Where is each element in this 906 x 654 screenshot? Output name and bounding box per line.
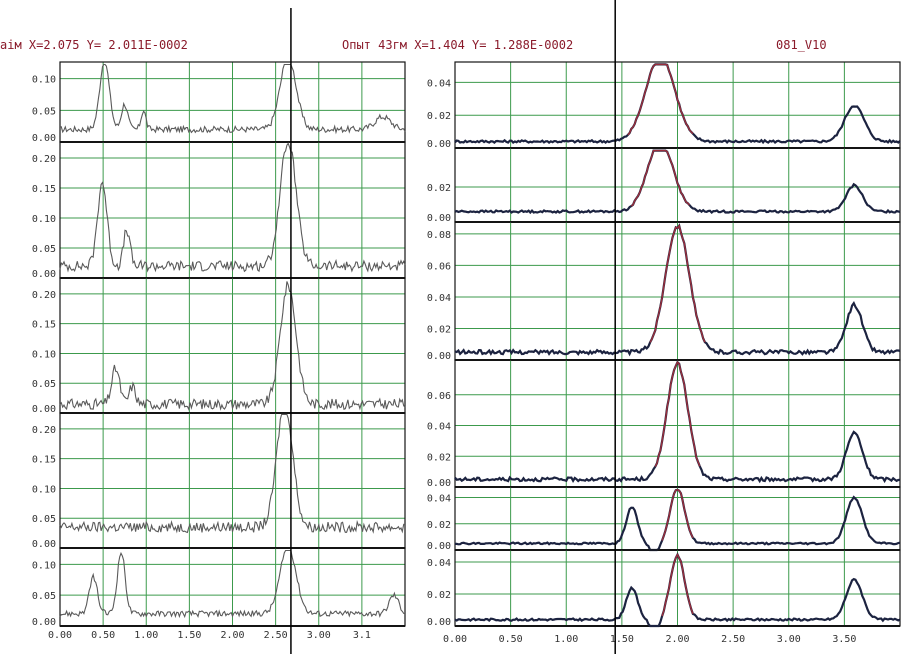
y-tick-label: 0.20 (32, 154, 56, 165)
strip-right-1: 0.00 0.02 0.04 (427, 61, 901, 150)
signal-trace-peak (630, 149, 691, 207)
y-tick-label: 0.10 (32, 560, 56, 571)
y-tick-label: 0.06 (427, 261, 451, 272)
strip-right-2: 0.00 0.02 (427, 147, 901, 224)
y-tick-label: 0.15 (32, 455, 56, 466)
y-tick-label: 0.15 (32, 184, 56, 195)
y-tick-label: 0.10 (32, 349, 56, 360)
y-tick-label: 0.10 (32, 484, 56, 495)
signal-trace-peak (661, 553, 694, 617)
strip-right-5: 0.00 0.02 0.04 (427, 486, 901, 552)
x-tick-label: 0.50 (91, 630, 115, 641)
signal-trace (59, 63, 406, 135)
y-tick-label: 0.04 (427, 494, 451, 505)
strip-left-1: 0.00 0.05 0.10 (32, 61, 406, 144)
x-tick-label: 3.00 (307, 630, 331, 641)
channel-label: 081_V10 (776, 38, 827, 52)
strip-left-5: 0.00 0.05 0.10 (32, 547, 406, 628)
y-tick-label: 0.02 (427, 183, 451, 194)
y-tick-label: 0.00 (32, 404, 56, 415)
y-tick-label: 0.05 (32, 244, 56, 255)
x-tick-label: 1.00 (134, 630, 158, 641)
signal-trace (59, 281, 406, 411)
signal-trace (59, 142, 406, 273)
y-tick-label: 0.00 (427, 213, 451, 224)
y-tick-label: 0.10 (32, 214, 56, 225)
x-tick-label: 3.50 (832, 634, 856, 645)
strip-right-6: 0.00 0.02 0.04 (427, 549, 901, 628)
signal-trace-peak (661, 489, 694, 541)
x-tick-label: 3.00 (777, 634, 801, 645)
y-tick-label: 0.05 (32, 106, 56, 117)
y-tick-label: 0.00 (32, 133, 56, 144)
signal-trace (59, 549, 406, 619)
strip-right-3: 0.00 0.02 0.04 0.06 0.08 (427, 221, 901, 362)
cursor-readout-mid: Опыт 43гм X=1.404 Y= 1.288E-0002 (342, 38, 574, 52)
signal-trace-peak (627, 63, 694, 136)
y-tick-label: 0.02 (427, 590, 451, 601)
signal-trace-peak (649, 224, 706, 343)
y-tick-label: 0.05 (32, 591, 56, 602)
strip-left-2: 0.00 0.05 0.10 0.15 0.20 (32, 141, 406, 280)
signal-trace (59, 413, 406, 534)
x-tick-label: 1.00 (554, 634, 578, 645)
panel-right: 0.00 0.02 0.04 0.00 0.02 0.00 0.02 0.04 0.06 0.08… (427, 0, 901, 654)
y-tick-label: 0.20 (32, 290, 56, 301)
x-tick-label: 0.00 (443, 634, 467, 645)
x-tick-label: 2.50 (721, 634, 745, 645)
strip-left-3: 0.00 0.05 0.10 0.15 0.20 (32, 277, 406, 415)
cursor-readout-left: аім X=2.075 Y= 2.011E-0002 (0, 38, 188, 52)
strip-right-4: 0.00 0.02 0.04 0.06 (427, 359, 901, 489)
y-tick-label: 0.05 (32, 514, 56, 525)
x-tick-label: 1.50 (610, 634, 634, 645)
y-tick-label: 0.08 (427, 230, 451, 241)
y-tick-label: 0.00 (427, 351, 451, 362)
y-tick-label: 0.02 (427, 324, 451, 335)
y-tick-label: 0.02 (427, 111, 451, 122)
y-tick-label: 0.00 (427, 617, 451, 628)
x-tick-label: 2.00 (665, 634, 689, 645)
y-tick-label: 0.15 (32, 320, 56, 331)
strip-left-4: 0.00 0.05 0.10 0.15 0.20 (32, 412, 406, 550)
y-tick-label: 0.05 (32, 379, 56, 390)
y-tick-label: 0.00 (32, 269, 56, 280)
y-tick-label: 0.04 (427, 422, 451, 433)
y-tick-label: 0.02 (427, 520, 451, 531)
y-tick-label: 0.06 (427, 391, 451, 402)
panel-left: 0.00 0.05 0.10 0.00 0.05 0.10 0.15 0.20 0.00 0.05… (32, 8, 406, 654)
y-tick-label: 0.00 (32, 617, 56, 628)
y-tick-label: 0.10 (32, 75, 56, 86)
x-tick-label: 0.00 (48, 630, 72, 641)
y-tick-label: 0.00 (32, 539, 56, 550)
y-tick-label: 0.00 (427, 478, 451, 489)
x-tick-label: 0.50 (499, 634, 523, 645)
y-tick-label: 0.02 (427, 452, 451, 463)
signal-trace-peak (654, 361, 701, 467)
x-tick-label: 2.50 (264, 630, 288, 641)
y-tick-label: 0.04 (427, 78, 451, 89)
y-tick-label: 0.04 (427, 558, 451, 569)
y-tick-label: 0.04 (427, 293, 451, 304)
y-tick-label: 0.20 (32, 425, 56, 436)
x-tick-label: 2.00 (220, 630, 244, 641)
y-tick-label: 0.00 (427, 541, 451, 552)
x-tick-label: 3.1 (353, 630, 371, 641)
y-tick-label: 0.00 (427, 139, 451, 150)
x-tick-label: 1.50 (177, 630, 201, 641)
